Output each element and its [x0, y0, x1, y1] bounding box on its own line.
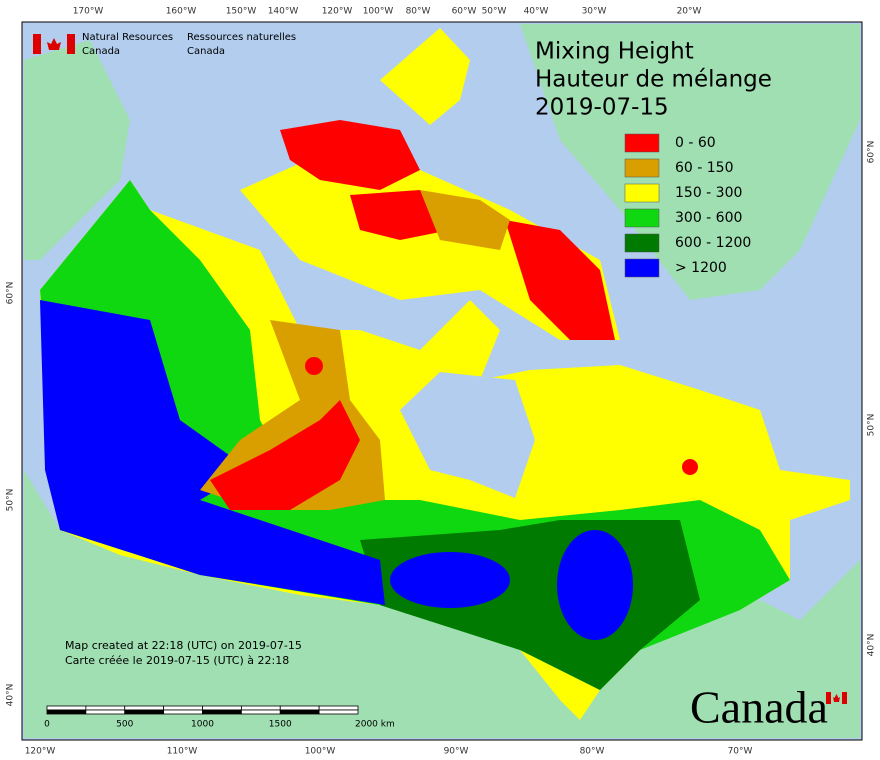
scale-segment [240, 705, 281, 711]
longitude-label: 110°W [167, 747, 198, 757]
longitude-label: 160°W [166, 7, 197, 17]
legend-label: 60 - 150 [675, 160, 734, 176]
scale-segment [202, 705, 242, 711]
scale-segment [85, 709, 126, 715]
scale-bar: 0 500 1000 1500 2000 km [44, 705, 395, 730]
zone-red-prairie [210, 400, 360, 510]
hudson-bay-water [400, 372, 535, 498]
flag-leaf [47, 38, 61, 50]
scale-label: 2000 km [355, 720, 395, 730]
arctic-islands [240, 150, 620, 340]
longitude-label: 140°W [268, 7, 299, 17]
longitude-label: 40°W [524, 7, 549, 17]
flag-bar [67, 34, 75, 54]
flag-bar [826, 692, 831, 704]
zone-blue-west [40, 300, 385, 605]
title: Hauteur de mélange [535, 67, 772, 93]
foreign-land [24, 24, 860, 738]
scale-segment [279, 705, 320, 711]
scale-label: 1500 [269, 720, 292, 730]
longitude-label: 50°W [482, 7, 507, 17]
graticule-labels: 170°W 160°W 150°W 140°W 120°W 100°W 80°W 60°W 50… [6, 7, 877, 757]
flag-bar [33, 34, 41, 54]
scale-segment [85, 705, 126, 711]
scale-label: 1000 [191, 720, 214, 730]
zone-blue-ontario [390, 552, 510, 608]
scale-segment [163, 709, 203, 715]
scale-segment [318, 705, 359, 711]
scale-segment [318, 709, 359, 715]
longitude-label: 170°W [73, 7, 104, 17]
legend-label: 0 - 60 [675, 135, 716, 151]
scale-segment [46, 709, 87, 715]
latitude-label: 50°N [867, 414, 877, 437]
legend-swatch [624, 258, 660, 278]
greenland [520, 24, 860, 300]
scale-segment [240, 709, 281, 715]
flag-bar [842, 692, 847, 704]
scale-segment [124, 705, 165, 711]
flag-leaf [833, 694, 840, 702]
org-header: Natural Resources Canada Ressources natu… [33, 32, 296, 57]
legend-swatch [624, 233, 660, 253]
ellesmere [380, 28, 470, 125]
legend-label: 600 - 1200 [675, 235, 751, 251]
longitude-label: 120°W [25, 747, 56, 757]
legend-swatch [624, 183, 660, 203]
latitude-label: 60°N [6, 282, 16, 305]
legend-swatch [624, 208, 660, 228]
scale-segment [124, 709, 165, 715]
legend-label: 150 - 300 [675, 185, 742, 201]
longitude-label: 150°W [226, 7, 257, 17]
latitude-label: 40°N [6, 684, 16, 707]
latitude-label: 60°N [867, 141, 877, 164]
usa [24, 470, 860, 738]
org-en: Natural Resources [82, 32, 173, 43]
longitude-label: 30°W [582, 7, 607, 17]
latitude-label: 50°N [6, 489, 16, 512]
longitude-label: 100°W [305, 747, 336, 757]
longitude-label: 60°W [452, 7, 477, 17]
longitude-label: 80°W [406, 7, 431, 17]
legend: 0 - 60 60 - 150 150 - 300 300 - 600 600 - 12… [624, 133, 751, 278]
zone-blue-quebec [557, 530, 633, 640]
org-fr: Ressources naturelles [187, 32, 296, 43]
org-en: Canada [82, 46, 120, 57]
legend-label: > 1200 [675, 260, 727, 276]
zone-red-arctic [280, 120, 420, 190]
scale-segment [163, 705, 203, 711]
latitude-label: 40°N [867, 634, 877, 657]
zone-red-spot [682, 459, 698, 475]
org-fr: Canada [187, 46, 225, 57]
note: Carte créée le 2019-07-15 (UTC) à 22:18 [65, 654, 289, 667]
longitude-label: 20°W [677, 7, 702, 17]
longitude-label: 120°W [322, 7, 353, 17]
zone-red-spot [305, 357, 323, 375]
wordmark: Canada [690, 682, 828, 733]
zone-red-baffin [505, 220, 615, 340]
alaska [24, 40, 130, 260]
legend-swatch [624, 158, 660, 178]
zone-orange-arctic [420, 190, 510, 250]
scale-label: 500 [116, 720, 133, 730]
scale-segment [46, 705, 87, 711]
legend-label: 300 - 600 [675, 210, 742, 226]
note: Map created at 22:18 (UTC) on 2019-07-15 [65, 639, 302, 652]
title: 2019-07-15 [535, 95, 669, 121]
longitude-label: 80°W [580, 747, 605, 757]
longitude-label: 70°W [728, 747, 753, 757]
scale-segment [279, 709, 320, 715]
scale-segment [202, 709, 242, 715]
scale-label: 0 [44, 720, 50, 730]
wordmark-flag [826, 692, 847, 704]
longitude-label: 90°W [444, 747, 469, 757]
longitude-label: 100°W [363, 7, 394, 17]
title: Mixing Height [535, 39, 694, 65]
legend-swatch [624, 133, 660, 153]
